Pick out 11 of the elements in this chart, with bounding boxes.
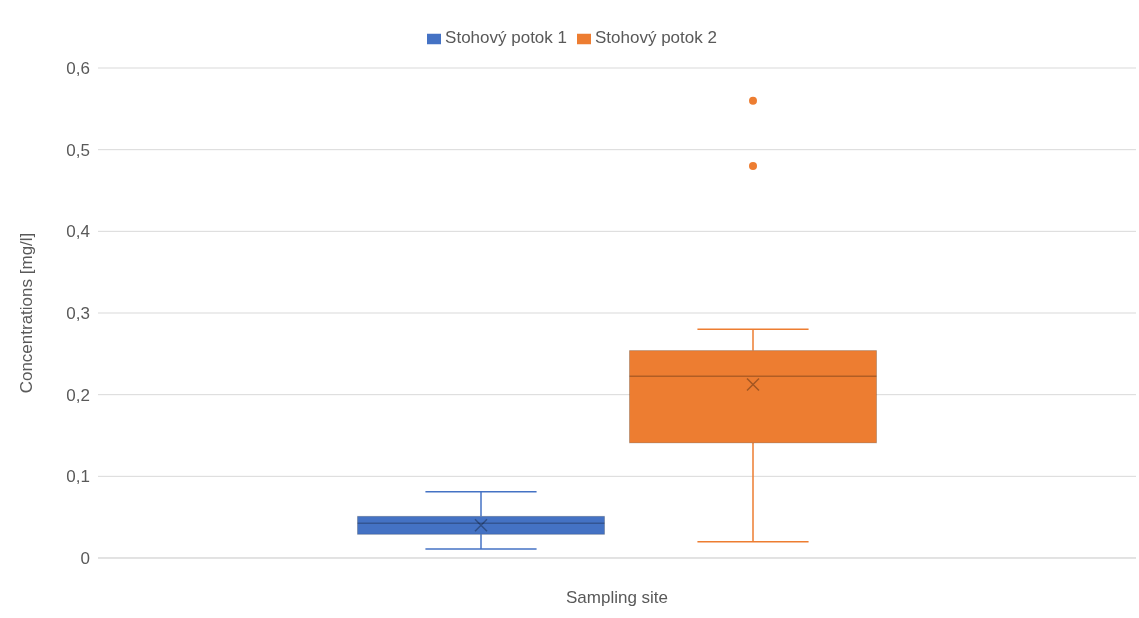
y-tick-label: 0,1 [66,467,90,487]
y-axis-title: Concentrations [mg/l] [17,232,37,394]
y-tick-label: 0,6 [66,59,90,79]
y-tick-label: 0,2 [66,385,90,405]
x-axis-title: Sampling site [565,588,669,607]
y-tick-label: 0 [80,549,90,569]
legend-label: Stohový potok 2 [595,28,717,47]
legend-label: Stohový potok 1 [445,28,567,47]
y-tick-label: 0,3 [66,304,90,324]
y-tick-label: 0,4 [66,222,90,242]
y-tick-label: 0,5 [66,140,90,160]
